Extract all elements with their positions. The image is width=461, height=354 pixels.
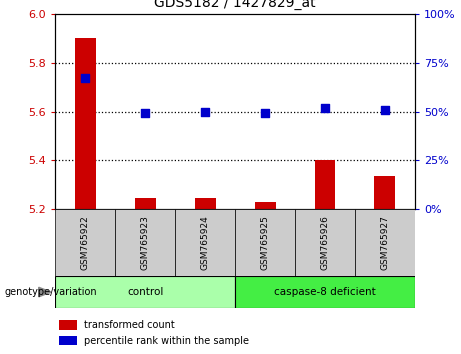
- Text: GSM765927: GSM765927: [380, 215, 390, 270]
- Bar: [314, 160, 336, 209]
- Bar: [175, 209, 235, 276]
- Bar: [115, 209, 175, 276]
- Bar: [295, 209, 355, 276]
- Text: GSM765926: GSM765926: [320, 215, 330, 270]
- Bar: [355, 209, 415, 276]
- Bar: [55, 276, 235, 308]
- Text: GSM765924: GSM765924: [201, 215, 210, 270]
- Text: GSM765922: GSM765922: [81, 215, 90, 270]
- Point: [201, 110, 209, 115]
- Bar: [75, 39, 96, 209]
- Text: control: control: [127, 287, 163, 297]
- Bar: [235, 209, 295, 276]
- Point: [82, 76, 89, 81]
- Bar: [59, 336, 77, 346]
- Point: [381, 107, 389, 112]
- Bar: [235, 276, 415, 308]
- Bar: [374, 176, 396, 209]
- Polygon shape: [39, 287, 51, 297]
- Point: [142, 110, 149, 116]
- Point: [261, 110, 269, 116]
- Text: caspase-8 deficient: caspase-8 deficient: [274, 287, 376, 297]
- Text: GSM765925: GSM765925: [260, 215, 270, 270]
- Text: percentile rank within the sample: percentile rank within the sample: [84, 336, 249, 346]
- Bar: [59, 320, 77, 330]
- Title: GDS5182 / 1427829_at: GDS5182 / 1427829_at: [154, 0, 316, 10]
- Text: genotype/variation: genotype/variation: [5, 287, 97, 297]
- Text: GSM765923: GSM765923: [141, 215, 150, 270]
- Text: transformed count: transformed count: [84, 320, 175, 330]
- Bar: [135, 198, 156, 209]
- Bar: [195, 198, 216, 209]
- Point: [321, 105, 329, 110]
- Bar: [254, 201, 276, 209]
- Bar: [55, 209, 115, 276]
